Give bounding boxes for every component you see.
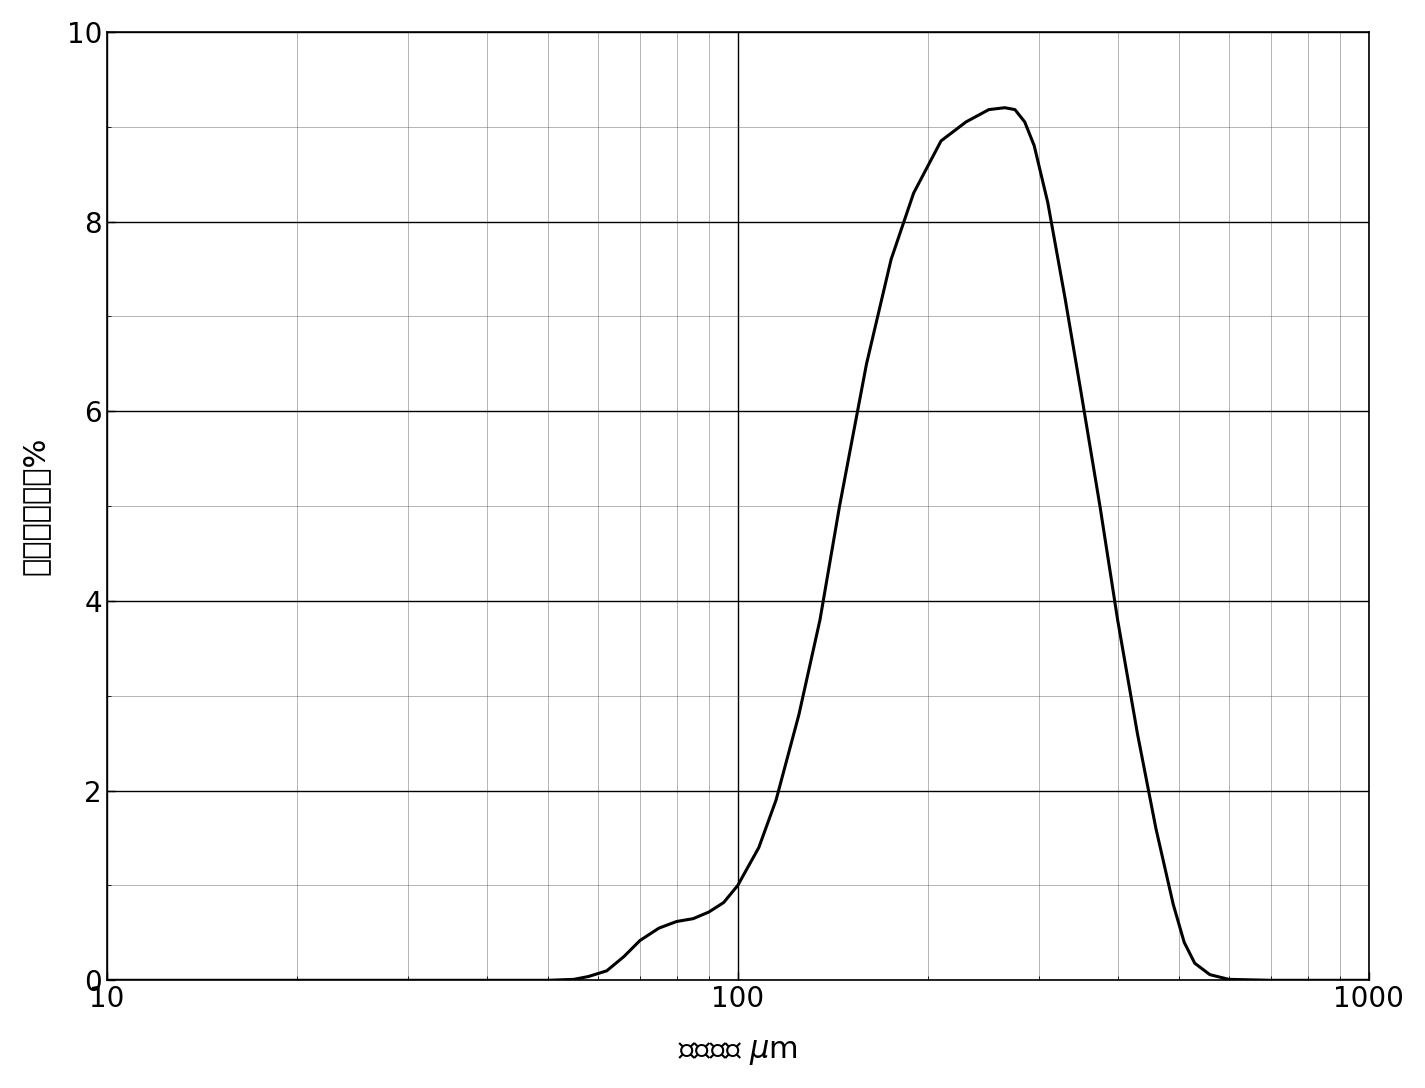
X-axis label: 粒　径， $\mu$m: 粒 径， $\mu$m bbox=[678, 1038, 798, 1067]
Y-axis label: 体积百分数，%: 体积百分数，% bbox=[21, 437, 50, 576]
